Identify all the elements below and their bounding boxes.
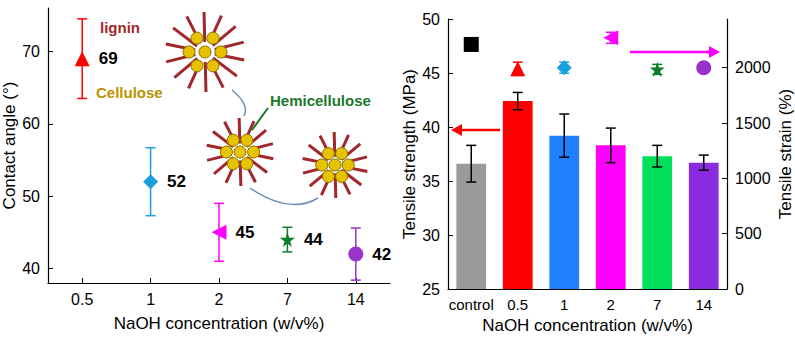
svg-text:7: 7 <box>653 296 661 313</box>
svg-text:45: 45 <box>236 223 255 242</box>
svg-text:40: 40 <box>422 119 440 136</box>
svg-text:30: 30 <box>422 227 440 244</box>
svg-text:50: 50 <box>422 11 440 28</box>
svg-text:25: 25 <box>422 281 440 298</box>
svg-text:500: 500 <box>735 225 762 242</box>
svg-text:69: 69 <box>99 49 118 68</box>
svg-text:1: 1 <box>146 291 155 308</box>
svg-text:0.5: 0.5 <box>507 296 528 313</box>
svg-text:lignin: lignin <box>100 19 140 36</box>
svg-text:52: 52 <box>167 172 186 191</box>
svg-text:1500: 1500 <box>735 115 771 132</box>
svg-text:2: 2 <box>215 291 224 308</box>
svg-text:Tensile strength (MPa): Tensile strength (MPa) <box>400 69 419 239</box>
svg-text:control: control <box>449 296 494 313</box>
svg-text:Hemicellulose: Hemicellulose <box>270 92 371 109</box>
svg-text:7: 7 <box>283 291 292 308</box>
svg-text:0: 0 <box>735 281 744 298</box>
svg-text:60: 60 <box>22 115 40 132</box>
svg-text:NaOH concentration (w/v%): NaOH concentration (w/v%) <box>114 314 325 333</box>
svg-text:70: 70 <box>22 43 40 60</box>
svg-text:Tensile strain (%): Tensile strain (%) <box>776 89 795 219</box>
svg-text:35: 35 <box>422 173 440 190</box>
svg-text:14: 14 <box>347 291 365 308</box>
svg-text:1: 1 <box>560 296 568 313</box>
svg-text:42: 42 <box>372 245 391 264</box>
svg-text:14: 14 <box>695 296 712 313</box>
svg-text:0.5: 0.5 <box>71 291 93 308</box>
svg-text:2000: 2000 <box>735 59 771 76</box>
svg-text:Contact angle (°): Contact angle (°) <box>0 82 19 210</box>
svg-text:50: 50 <box>22 188 40 205</box>
svg-text:Cellulose: Cellulose <box>96 84 163 101</box>
svg-text:NaOH concentration (w/v%): NaOH concentration (w/v%) <box>482 316 693 335</box>
svg-text:45: 45 <box>422 65 440 82</box>
svg-text:44: 44 <box>304 230 323 249</box>
svg-text:2: 2 <box>607 296 615 313</box>
svg-text:1000: 1000 <box>735 170 771 187</box>
svg-text:40: 40 <box>22 260 40 277</box>
